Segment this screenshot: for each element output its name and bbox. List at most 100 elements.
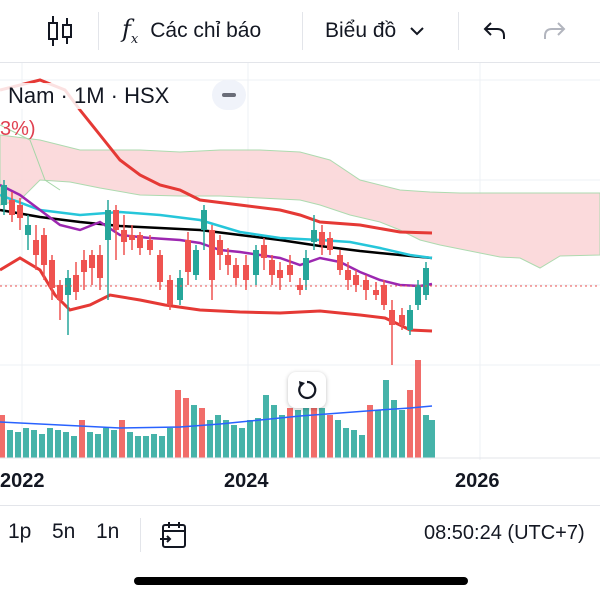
minus-icon [222, 93, 236, 97]
candle-body [41, 235, 47, 265]
volume-bar [303, 400, 309, 458]
candle-body [297, 285, 303, 290]
bottom-bar [0, 505, 600, 568]
volume-bar [23, 428, 29, 458]
volume-bar [399, 410, 405, 458]
volume-bars [0, 360, 435, 458]
volume-bar [191, 405, 197, 458]
candle-body [399, 315, 405, 325]
chart-type-dropdown[interactable]: Biểu đồ [325, 0, 426, 62]
volume-bar [383, 380, 389, 458]
volume-bar [271, 405, 277, 458]
candlestick-icon [48, 16, 72, 46]
volume-bar [367, 405, 373, 458]
reset-chart-button[interactable] [288, 372, 326, 408]
price-chart[interactable] [0, 63, 600, 500]
volume-bar [423, 415, 429, 458]
candle-body [9, 200, 15, 215]
volume-bar [311, 405, 317, 458]
candle-body [121, 230, 127, 242]
volume-ma-line [0, 405, 433, 429]
candle-body [373, 290, 379, 295]
volume-bar [295, 410, 301, 458]
candle-body [185, 240, 191, 272]
top-toolbar: fx Các chỉ báo Biểu đồ [0, 0, 600, 63]
candle-body [389, 310, 395, 325]
volume-bar [47, 428, 53, 458]
volume-bar [71, 436, 77, 458]
volume-bar [335, 420, 341, 458]
candle-body [49, 260, 55, 288]
volume-bar [429, 420, 435, 458]
toolbar-divider [302, 12, 303, 50]
volume-bar [287, 408, 293, 458]
volume-bar [79, 420, 85, 458]
candle-body [277, 270, 283, 278]
undo-icon [483, 22, 505, 39]
volume-bar [143, 436, 149, 458]
volume-bar [183, 398, 189, 458]
volume-bar [359, 435, 365, 458]
volume-bar [407, 390, 413, 458]
volume-bar [7, 430, 13, 458]
undo-button[interactable] [482, 0, 508, 62]
volume-bar [151, 434, 157, 458]
candle-body [327, 238, 333, 250]
volume-bar [31, 430, 37, 458]
volume-bar [127, 432, 133, 458]
candle-body [269, 260, 275, 275]
volume-bar [231, 425, 237, 458]
ma-black-line [0, 208, 433, 260]
range-button-1p[interactable]: 1p [8, 520, 32, 543]
toolbar-divider [458, 12, 459, 50]
volume-bar [247, 420, 253, 458]
lower-band-line [0, 256, 433, 333]
chevron-down-icon [410, 27, 424, 36]
candle-body [407, 310, 413, 330]
symbol-title: Nam · 1M · HSX [0, 83, 178, 109]
volume-bar [343, 428, 349, 458]
x-axis-label: 2026 [455, 470, 500, 492]
candlesticks [1, 180, 429, 365]
volume-bar [55, 430, 61, 458]
volume-bar [327, 415, 333, 458]
redo-icon [544, 22, 566, 39]
candle-body [209, 230, 215, 280]
candle-body [73, 275, 79, 292]
redo-button[interactable] [541, 0, 567, 62]
volume-bar [175, 390, 181, 458]
volume-bar [207, 420, 213, 458]
candle-body [105, 210, 111, 240]
candle-body [423, 268, 429, 295]
candle-body [337, 255, 343, 270]
volume-bar [319, 408, 325, 458]
candle-body [33, 240, 39, 255]
goto-date-button[interactable] [158, 520, 190, 557]
candle-body [129, 235, 135, 240]
candle-body [177, 278, 183, 300]
volume-bar [255, 418, 261, 458]
range-button-5n[interactable]: 5n [52, 520, 76, 543]
candle-body [225, 255, 231, 265]
clock-time[interactable]: 08:50:24 (UTC+7) [424, 522, 585, 544]
indicators-button[interactable]: fx Các chỉ báo [122, 0, 261, 62]
volume-bar [0, 415, 5, 458]
candle-body [381, 285, 387, 305]
candle-body [97, 255, 103, 278]
candle-body [363, 280, 369, 290]
bottom-divider [140, 518, 141, 552]
ichimoku-cloud [0, 124, 600, 269]
x-axis-label: 2024 [224, 470, 269, 492]
range-button-1n[interactable]: 1n [96, 520, 120, 543]
calendar-goto-icon [160, 522, 186, 548]
candle-body [1, 185, 7, 205]
candlestick-button[interactable] [46, 0, 74, 62]
cloud-area [0, 134, 600, 269]
candle-body [89, 255, 95, 268]
symbol-legend[interactable]: Nam · 1M · HSX [0, 78, 178, 114]
volume-bar [119, 420, 125, 458]
collapse-legend-button[interactable] [212, 80, 246, 110]
volume-bar [351, 430, 357, 458]
candle-body [25, 225, 31, 235]
volume-bar [199, 408, 205, 458]
